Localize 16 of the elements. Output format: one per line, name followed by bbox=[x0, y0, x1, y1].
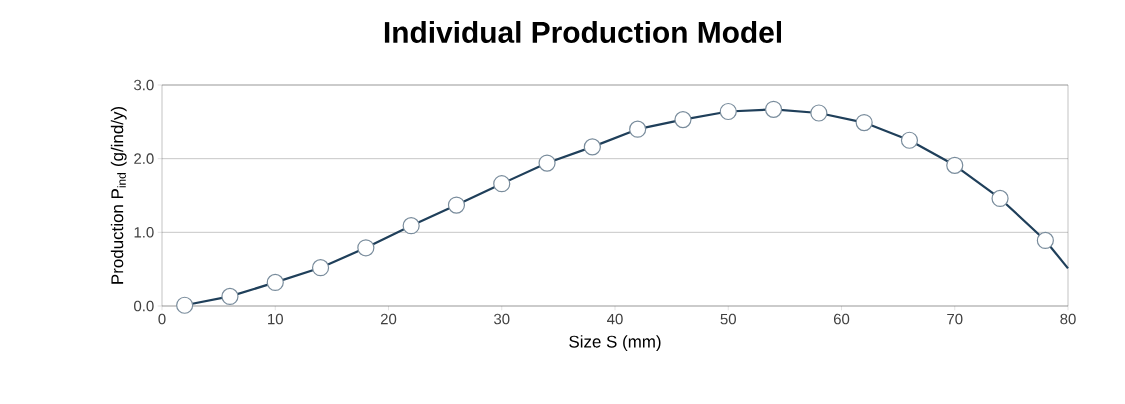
y-tick-label: 1.0 bbox=[134, 227, 154, 238]
y-axis-title: Production P$_{ind}$ (g/ind/y) bbox=[110, 106, 127, 284]
x-tick-label: 40 bbox=[607, 313, 623, 325]
x-tick-label: 0 bbox=[158, 313, 166, 325]
x-tick-label: 30 bbox=[494, 313, 510, 325]
chart-title: Individual Production Model bbox=[384, 21, 781, 43]
x-tick-label: 70 bbox=[947, 313, 963, 325]
x-tick-label: 50 bbox=[720, 313, 736, 325]
y-tick-label: 0.0 bbox=[134, 300, 154, 312]
x-axis-title: Size S (mm) bbox=[569, 335, 661, 351]
x-tick-label: 60 bbox=[833, 313, 850, 325]
y-tick-label: 3.0 bbox=[134, 79, 154, 91]
x-tick-label: 20 bbox=[380, 313, 397, 325]
x-tick-label: 10 bbox=[268, 313, 283, 325]
x-tick-label: 80 bbox=[1060, 313, 1076, 325]
y-tick-label: 2.0 bbox=[134, 153, 154, 164]
